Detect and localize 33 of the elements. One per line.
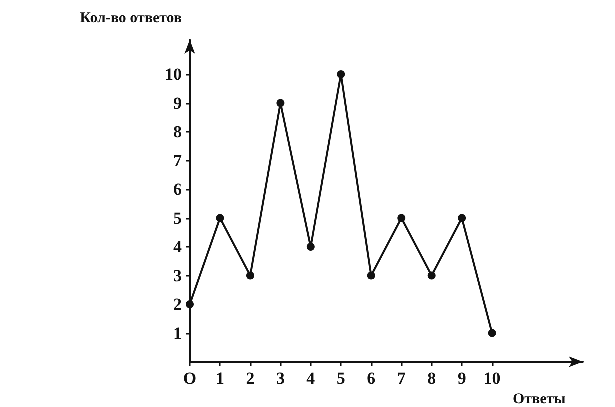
x-tick-label: 7 bbox=[397, 369, 406, 388]
x-tick-label: 1 bbox=[216, 369, 224, 388]
y-tick-label: 9 bbox=[174, 94, 182, 113]
x-tick-label: 4 bbox=[306, 369, 316, 388]
point bbox=[276, 99, 285, 108]
y-tick-label: 4 bbox=[174, 238, 182, 256]
x-tick-label: 5 bbox=[336, 369, 346, 388]
x-tick-label: 3 bbox=[276, 369, 285, 388]
point bbox=[488, 329, 496, 338]
point bbox=[337, 70, 346, 78]
point bbox=[246, 272, 254, 280]
x-axis-title: Ответы bbox=[513, 392, 566, 407]
point bbox=[306, 243, 315, 251]
y-tick-label: 6 bbox=[174, 180, 182, 199]
y-tick-label: 8 bbox=[174, 122, 182, 142]
y-tick-label: 2 bbox=[174, 295, 182, 314]
point bbox=[458, 214, 466, 222]
x-tick-label: 6 bbox=[367, 369, 376, 388]
y-tick-label: 1 bbox=[174, 324, 182, 343]
x-tick-label: 10 bbox=[484, 369, 501, 388]
point bbox=[428, 272, 436, 280]
y-tick-label: 7 bbox=[174, 151, 182, 170]
point bbox=[216, 214, 224, 222]
x-tick-label: O bbox=[183, 369, 197, 388]
point bbox=[367, 272, 376, 280]
y-axis-title: Кол-во ответов bbox=[80, 10, 182, 26]
x-tick-label: 2 bbox=[246, 369, 255, 388]
point bbox=[398, 214, 406, 222]
x-tick-label: 8 bbox=[428, 369, 436, 388]
y-tick-label: 10 bbox=[165, 65, 182, 84]
x-tick-label: 9 bbox=[458, 369, 466, 388]
y-tick-label: 3 bbox=[174, 266, 182, 286]
y-tick-label: 5 bbox=[174, 208, 182, 228]
